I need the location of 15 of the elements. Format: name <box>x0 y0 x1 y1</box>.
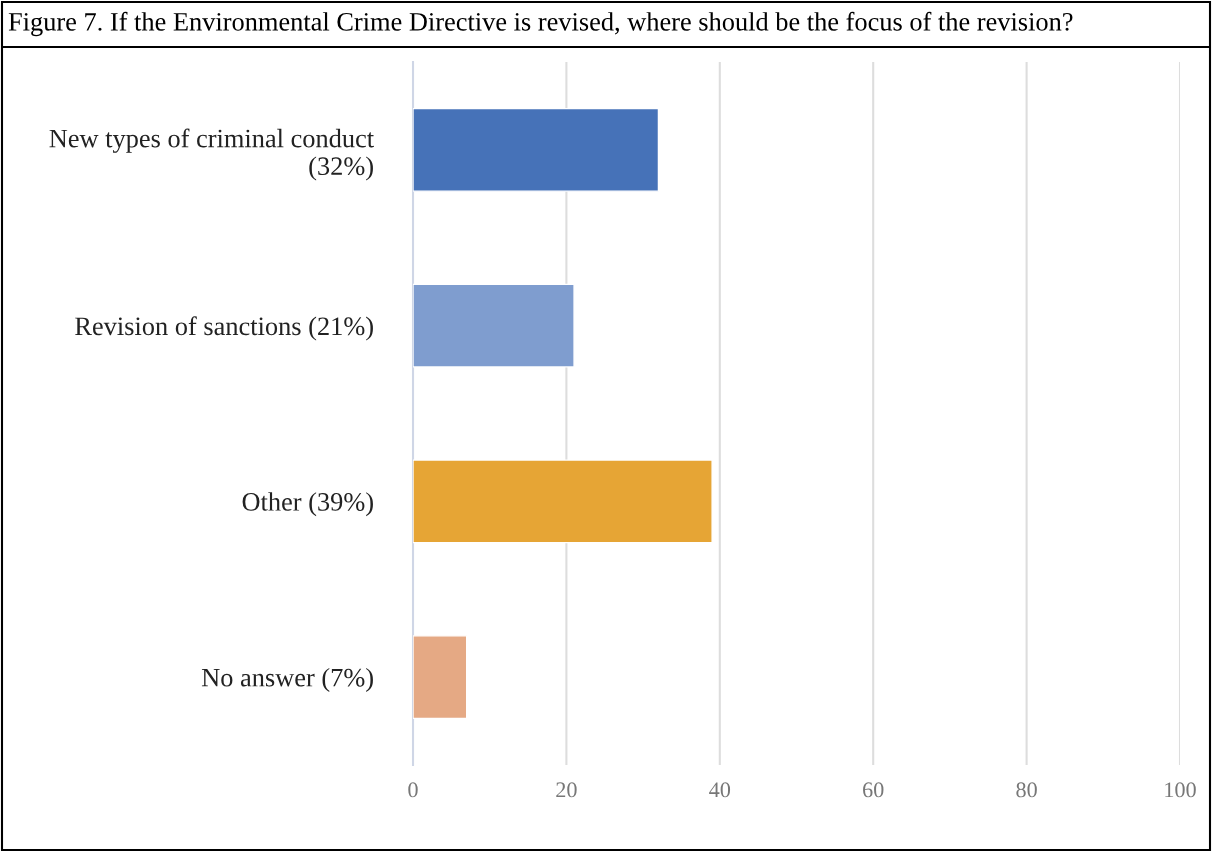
bar <box>413 283 575 368</box>
bar <box>413 107 660 192</box>
chart-title: Figure 7. If the Environmental Crime Directive is revised, where should be the focus of the revision? <box>8 11 1073 37</box>
x-tick-label: 40 <box>709 782 731 798</box>
y-tick-label: Revision of sanctions (21%) <box>75 316 373 341</box>
bar <box>413 635 468 720</box>
x-tick-label: 100 <box>1165 782 1196 798</box>
y-tick-label: New types of criminal conduct (32%) <box>49 128 374 181</box>
x-tick-label: 60 <box>863 782 884 798</box>
x-tick-label: 0 <box>408 782 418 798</box>
bar <box>413 459 713 544</box>
y-tick-label: No answer (7%) <box>201 667 373 692</box>
y-tick-label: Other (39%) <box>242 492 373 517</box>
x-tick-label: 80 <box>1016 782 1037 798</box>
x-tick-label: 20 <box>556 782 577 798</box>
